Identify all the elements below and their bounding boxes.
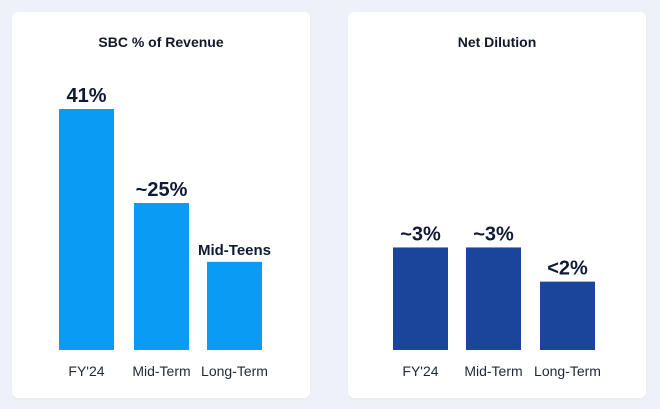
data-label: Mid-Teens xyxy=(198,242,271,259)
category-label: Mid-Term xyxy=(132,363,190,379)
bar-fy-24 xyxy=(59,109,114,350)
sbc-chart: SBC % of Revenue 41% FY'24 ~25% Mid-Term Mid… xyxy=(59,34,271,379)
net-dilution-chart-card: Net Dilution ~3% FY'24 ~3% Mid-Term <2% Long-… xyxy=(348,12,646,398)
bar-fy-24 xyxy=(393,247,448,350)
net-dilution-chart: Net Dilution ~3% FY'24 ~3% Mid-Term <2% Long-… xyxy=(393,34,601,379)
chart-title: SBC % of Revenue xyxy=(98,34,223,50)
category-label: FY'24 xyxy=(402,363,438,379)
category-label: Mid-Term xyxy=(464,363,522,379)
bar-mid-term xyxy=(134,203,189,350)
category-label: Long-Term xyxy=(201,363,268,379)
chart-title: Net Dilution xyxy=(458,34,537,50)
category-label: Long-Term xyxy=(534,363,601,379)
data-label: ~25% xyxy=(136,179,188,201)
data-label: <2% xyxy=(547,258,588,280)
data-label: 41% xyxy=(66,85,106,107)
category-label: FY'24 xyxy=(68,363,104,379)
sbc-chart-card: SBC % of Revenue 41% FY'24 ~25% Mid-Term Mid… xyxy=(12,12,310,398)
data-label: ~3% xyxy=(400,223,441,245)
bar-mid-term xyxy=(466,247,521,350)
data-label: ~3% xyxy=(473,223,514,245)
bar-long-term xyxy=(540,281,595,350)
bar-long-term xyxy=(207,261,262,350)
